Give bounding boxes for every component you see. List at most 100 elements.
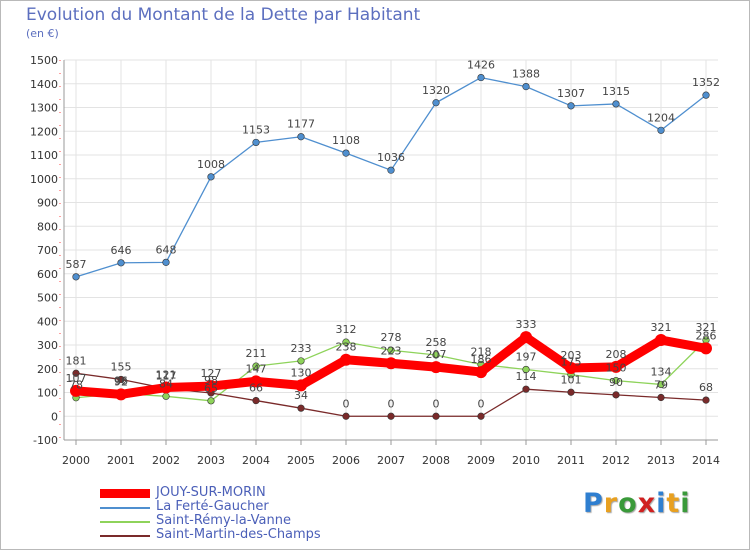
x-tick-label: 2005	[287, 454, 315, 467]
series-point-1	[657, 380, 665, 389]
data-label-3: 127	[201, 367, 222, 380]
data-label-1: 175	[561, 356, 582, 369]
data-label-3: 147	[246, 362, 267, 375]
y-tick-label: 800	[37, 220, 58, 233]
series-point-1	[387, 346, 395, 354]
series-point-3	[115, 388, 127, 401]
data-label-1: 211	[246, 347, 267, 360]
data-label-3: 121	[156, 369, 177, 382]
data-label-0: 1036	[377, 151, 405, 164]
data-label-1: 312	[336, 323, 357, 336]
legend-item: Saint-Rémy-la-Vanne	[100, 514, 430, 528]
data-label-0: 648	[156, 243, 177, 256]
legend-label: Saint-Martin-des-Champs	[156, 527, 321, 542]
series-point-3	[340, 353, 352, 366]
series-point-1	[252, 362, 260, 370]
data-label-1: 321	[696, 321, 717, 334]
data-label-2: 117	[156, 369, 177, 382]
series-point-1	[522, 365, 530, 374]
data-label-0: 1352	[692, 76, 720, 89]
series-point-0	[117, 259, 125, 267]
brand-letter: r	[603, 488, 619, 519]
series-point-1	[297, 357, 305, 365]
data-label-1: 233	[291, 342, 312, 355]
series-point-2	[297, 404, 305, 412]
series-point-2	[432, 412, 440, 420]
series-point-1	[207, 397, 215, 405]
series-point-1	[612, 377, 620, 385]
series-point-1	[342, 338, 350, 346]
legend-swatch	[100, 535, 150, 537]
series-point-0	[432, 99, 440, 107]
data-label-2: 68	[699, 381, 713, 394]
legend-item: Saint-Martin-des-Champs	[100, 528, 430, 542]
chart-legend: JOUY-SUR-MORIN La Ferté-Gaucher Saint-Rémy…	[100, 486, 430, 542]
legend-item: La Ferté-Gaucher	[100, 500, 430, 514]
data-label-2: 114	[516, 370, 537, 383]
data-label-0: 1388	[512, 68, 540, 81]
y-tick-label: 1300	[30, 102, 58, 115]
legend-swatch	[100, 507, 150, 509]
legend-swatch	[100, 521, 150, 523]
data-label-2: 98	[204, 374, 218, 387]
data-label-3: 321	[651, 321, 672, 334]
x-tick-label: 2007	[377, 454, 405, 467]
x-tick-label: 2009	[467, 454, 495, 467]
series-point-0	[342, 149, 350, 157]
series-point-2	[477, 412, 485, 420]
data-label-3: 238	[336, 341, 357, 354]
series-point-3	[610, 360, 622, 373]
x-tick-label: 2004	[242, 454, 270, 467]
data-label-2: 101	[561, 373, 582, 386]
data-label-0: 1204	[647, 111, 675, 124]
series-point-3	[205, 380, 217, 393]
data-label-2: 66	[249, 382, 263, 395]
series-point-2	[612, 391, 620, 399]
data-label-2: 90	[609, 376, 623, 389]
series-point-0	[522, 82, 530, 91]
brand-letter: x	[637, 488, 657, 519]
data-label-3: 207	[426, 348, 447, 361]
data-label-2: 0	[343, 397, 350, 410]
brand-letter: i	[656, 488, 667, 519]
series-point-2	[522, 385, 530, 393]
y-tick-label: 500	[37, 292, 58, 305]
brand-letter: t	[666, 488, 681, 519]
y-tick-label: 1400	[30, 78, 58, 91]
series-point-0	[657, 126, 665, 134]
series-point-0	[477, 73, 485, 82]
data-label-0: 1320	[422, 84, 450, 97]
data-label-3: 186	[471, 353, 492, 366]
data-label-3: 208	[606, 348, 627, 361]
series-point-2	[342, 412, 350, 420]
data-label-1: 84	[159, 377, 173, 390]
data-label-1: 278	[381, 331, 402, 344]
legend-label: Saint-Rémy-la-Vanne	[156, 513, 291, 528]
chart-title: Evolution du Montant de la Dette par Hab…	[26, 5, 421, 25]
series-point-3	[385, 357, 397, 370]
data-label-1: 197	[516, 350, 537, 363]
y-tick-label: 0	[51, 410, 58, 423]
y-tick-label: 200	[37, 363, 58, 376]
series-point-2	[702, 396, 710, 404]
brand-letter: i	[680, 488, 691, 519]
data-label-2: 155	[111, 360, 132, 373]
data-label-1: 134	[651, 365, 672, 378]
series-point-3	[520, 331, 532, 344]
data-label-2: 0	[433, 397, 440, 410]
series-point-2	[72, 369, 80, 377]
x-tick-label: 2013	[647, 454, 675, 467]
data-label-0: 587	[66, 258, 87, 271]
x-tick-label: 2000	[62, 454, 90, 467]
series-point-0	[72, 273, 80, 281]
series-point-3	[700, 342, 712, 355]
chart-unit-label: (en €)	[26, 27, 59, 40]
x-tick-label: 2006	[332, 454, 360, 467]
series-point-3	[250, 375, 262, 388]
legend-swatch	[100, 489, 150, 498]
data-label-3: 333	[516, 318, 537, 331]
series-point-0	[567, 102, 575, 110]
series-point-2	[117, 375, 125, 384]
series-point-0	[702, 91, 710, 99]
data-label-0: 1008	[197, 158, 225, 171]
